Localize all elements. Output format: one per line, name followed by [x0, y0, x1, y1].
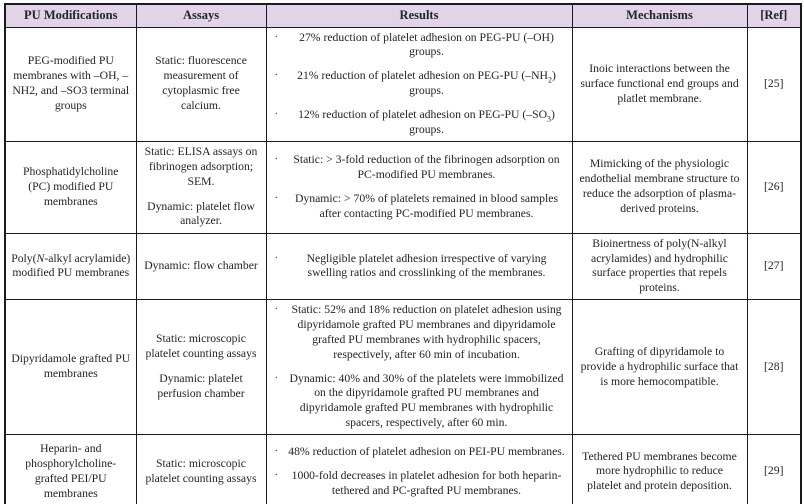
cell-assays: Static: microscopic platelet counting as… [135, 299, 267, 436]
cell-pu-modification: Poly(N-alkyl acrylamide) modified PU mem… [4, 232, 137, 301]
cell-mechanism: Grafting of dipyridamole to provide a hy… [571, 299, 748, 436]
bullet-icon: · [274, 303, 279, 316]
cell-ref: [26] [746, 140, 802, 234]
cell-results: · 27% reduction of platelet adhesion on P… [265, 26, 573, 142]
cell-assays: Static: microscopic platelet counting as… [135, 434, 267, 504]
column-header-mechanisms: Mechanisms [571, 3, 748, 28]
result-text: 1000-fold decreases in platelet adhesion… [291, 468, 562, 497]
assay-paragraph: Static: microscopic platelet counting as… [145, 332, 257, 361]
result-item: · 1000-fold decreases in platelet adhesio… [272, 469, 567, 499]
result-text: Negligible platelet adhesion irrespectiv… [306, 251, 547, 280]
result-item: · 48% reduction of platelet adhesion on P… [272, 445, 567, 460]
assay-paragraph: Dynamic: platelet perfusion chamber [157, 372, 245, 400]
result-item: · Negligible platelet adhesion irrespecti… [272, 252, 567, 282]
cell-mechanism: Mimicking of the physiologic endothelial… [571, 140, 748, 234]
bullet-icon: · [274, 69, 279, 82]
result-item: · 27% reduction of platelet adhesion on P… [272, 31, 567, 61]
cell-results: · Negligible platelet adhesion irrespecti… [265, 232, 573, 301]
cell-results: · Static: 52% and 18% reduction on platel… [265, 299, 573, 436]
result-text: 12% reduction of platelet adhesion on PE… [298, 107, 555, 136]
result-text: 21% reduction of platelet adhesion on PE… [297, 69, 556, 98]
assay-paragraph: Dynamic: platelet flow analyzer. [147, 199, 255, 228]
cell-pu-modification: Dipyridamole grafted PU membranes [4, 299, 137, 436]
bullet-icon: · [274, 107, 279, 120]
cell-results: · 48% reduction of platelet adhesion on P… [265, 434, 573, 504]
cell-assays: Dynamic: flow chamber [135, 232, 267, 301]
cell-pu-modification: PEG-modified PU membranes with –OH, –NH2… [4, 26, 137, 142]
cell-ref: [27] [746, 232, 802, 301]
result-item: · Dynamic: 40% and 30% of the platelets w… [272, 372, 567, 431]
assay-paragraph: Static: microscopic platelet counting as… [145, 456, 257, 485]
result-text: 48% reduction of platelet adhesion on PE… [288, 445, 565, 459]
result-text: Dynamic: 40% and 30% of the platelets we… [289, 371, 564, 430]
result-text: 27% reduction of platelet adhesion on PE… [299, 30, 554, 59]
cell-results: · Static: > 3-fold reduction of the fibri… [265, 140, 573, 234]
assay-paragraph: Static: ELISA assays on fibrinogen adsor… [144, 145, 258, 188]
result-item: · Static: > 3-fold reduction of the fibri… [272, 153, 567, 183]
column-header-pu-modifications: PU Modifications [4, 3, 137, 28]
result-text: Static: 52% and 18% reduction on platele… [291, 303, 562, 361]
cell-assays: Static: ELISA assays on fibrinogen adsor… [135, 140, 267, 234]
result-item: · Static: 52% and 18% reduction on platel… [272, 303, 567, 362]
column-header-ref: [Ref] [746, 3, 802, 28]
column-header-results: Results [265, 3, 573, 28]
table-body: PEG-modified PU membranes with –OH, –NH2… [4, 26, 802, 504]
result-item: · 12% reduction of platelet adhesion on P… [272, 108, 567, 138]
bullet-icon: · [274, 468, 279, 481]
cell-pu-modification: Phosphatidylcholine (PC) modified PU mem… [4, 140, 137, 234]
bullet-icon: · [274, 191, 279, 204]
cell-mechanism: Inoic interactions between the surface f… [571, 26, 748, 142]
column-header-assays: Assays [135, 3, 267, 28]
cell-assays: Static: fluorescence measurement of cyto… [135, 26, 267, 142]
bullet-icon: · [274, 251, 279, 264]
header-row: PU Modifications Assays Results Mechanis… [4, 3, 802, 28]
table-row: Poly(N-alkyl acrylamide) modified PU mem… [4, 232, 802, 301]
result-text: Dynamic: > 70% of platelets remained in … [294, 191, 558, 220]
assay-paragraph: Static: fluorescence measurement of cyto… [155, 54, 247, 112]
cell-mechanism: Tethered PU membranes become more hydrop… [571, 434, 748, 504]
table-row: Heparin- and phosphorylcholine-grafted P… [4, 434, 802, 504]
cell-ref: [25] [746, 26, 802, 142]
cell-mechanism: Bioinertness of poly(N-alkyl acrylamides… [571, 232, 748, 301]
result-text: Static: > 3-fold reduction of the fibrin… [293, 152, 560, 181]
result-item: · 21% reduction of platelet adhesion on P… [272, 69, 567, 99]
cell-ref: [28] [746, 299, 802, 436]
table-row: PEG-modified PU membranes with –OH, –NH2… [4, 26, 802, 142]
bullet-icon: · [274, 445, 279, 458]
cell-pu-modification: Heparin- and phosphorylcholine-grafted P… [4, 434, 137, 504]
table-row: Dipyridamole grafted PU membranes Static:… [4, 299, 802, 436]
cell-ref: [29] [746, 434, 802, 504]
bullet-icon: · [274, 371, 279, 384]
pu-modifications-table: PU Modifications Assays Results Mechanis… [4, 3, 802, 504]
bullet-icon: · [274, 152, 279, 165]
assay-paragraph: Dynamic: flow chamber [144, 258, 258, 272]
table-row: Phosphatidylcholine (PC) modified PU mem… [4, 140, 802, 234]
bullet-icon: · [274, 30, 279, 43]
result-item: · Dynamic: > 70% of platelets remained in… [272, 192, 567, 222]
